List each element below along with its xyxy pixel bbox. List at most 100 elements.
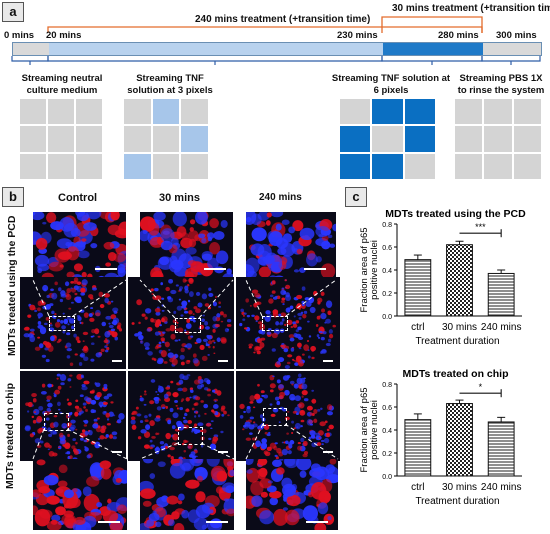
grid-cell — [513, 99, 541, 125]
grid-cell — [340, 153, 371, 179]
scale-bar — [323, 451, 333, 453]
stage-label-line: Streaming TNF — [136, 73, 204, 84]
stage-label-line: Streaming PBS 1X — [459, 73, 543, 84]
grid-cell — [48, 153, 74, 179]
grid-cell — [76, 153, 102, 179]
column-label-control: Control — [58, 192, 98, 204]
grid-cell — [76, 99, 102, 125]
panel-label-c: c — [345, 187, 367, 207]
micrograph-zoom-chip-30 — [140, 459, 234, 530]
pixel-grid-tnf3 — [124, 99, 208, 179]
tick-20: 20 mins — [46, 30, 82, 41]
y-tick-label: 0.2 — [382, 451, 392, 458]
tick-230: 230 mins — [337, 30, 378, 41]
scale-bar — [112, 451, 122, 453]
scale-bar — [206, 521, 228, 523]
treatment-brackets — [47, 16, 483, 33]
micrograph-chip-240 — [236, 371, 340, 461]
stage-label-line: 6 pixels — [373, 85, 409, 96]
roi-box-pcd-30 — [175, 318, 201, 333]
y-tick-label: 0.6 — [382, 245, 392, 252]
segment-pbs — [483, 43, 541, 55]
y-tick-label: 0.6 — [382, 405, 392, 412]
bar — [487, 272, 515, 317]
y-tick-label: 0.0 — [382, 474, 392, 481]
scale-bar — [304, 268, 326, 270]
bar — [487, 421, 515, 477]
grid-cell — [181, 99, 208, 125]
y-tick-label: 0.2 — [382, 291, 392, 298]
roi-box-chip-30 — [178, 427, 203, 445]
stage-label-tnf6: Streaming TNF solution at 6 pixels — [326, 73, 456, 97]
grid-cell — [181, 153, 208, 179]
grid-cell — [20, 126, 46, 152]
x-tick-label: ctrl — [411, 482, 424, 493]
grid-cell — [340, 99, 371, 125]
grid-cell — [404, 126, 435, 152]
grid-cell — [124, 99, 151, 125]
grid-cell — [181, 126, 208, 152]
stage-label-tnf3: Streaming TNF solution at 3 pixels — [118, 73, 222, 97]
grid-cell — [76, 126, 102, 152]
segment-tnf3 — [49, 43, 383, 55]
y-tick-label: 0.4 — [382, 268, 392, 275]
grid-cell — [20, 99, 46, 125]
tick-300: 300 mins — [496, 30, 537, 41]
scale-bar — [112, 360, 122, 362]
treatment-240-label: 240 mins treatment (+transition time) — [195, 14, 371, 25]
grid-cell — [372, 153, 403, 179]
bracket-30 — [381, 16, 483, 33]
chart-title: MDTs treated using the PCD — [385, 208, 526, 220]
micrograph-chip-control — [20, 371, 126, 461]
y-axis-label-line: Fraction area of p65 — [359, 387, 370, 472]
x-axis-label: Treatment duration — [415, 336, 499, 347]
grid-cell — [124, 126, 151, 152]
x-tick-label: 30 mins — [442, 482, 477, 493]
stage-label-neutral: Streaming neutral culture medium — [14, 73, 110, 97]
stage-label-line: to rinse the system — [457, 85, 545, 96]
grid-cell — [124, 153, 151, 179]
tick-280: 280 mins — [438, 30, 479, 41]
column-label-30: 30 mins — [159, 192, 200, 204]
stage-label-line: Streaming TNF solution at — [331, 73, 451, 84]
significance-stars: * — [479, 382, 483, 392]
grid-cell — [455, 153, 483, 179]
y-axis-label-line: positive nuclei — [369, 400, 380, 460]
grid-cell — [152, 153, 180, 179]
pixel-grid-neutral — [20, 99, 102, 179]
stage-label-line: culture medium — [26, 85, 98, 96]
grid-cell — [372, 99, 403, 125]
micrograph-zoom-pcd-240 — [246, 212, 336, 280]
grid-cell — [455, 99, 483, 125]
significance-stars: *** — [475, 222, 486, 232]
micrograph-pcd-240 — [236, 277, 340, 369]
chart-title: MDTs treated on chip — [403, 368, 509, 380]
scale-bar — [98, 521, 120, 523]
scale-bar — [218, 360, 228, 362]
stage-braces — [11, 56, 541, 65]
bar — [404, 259, 432, 317]
y-tick-label: 0.8 — [382, 382, 392, 389]
segment-neutral — [13, 43, 49, 55]
grid-cell — [340, 126, 371, 152]
scale-bar — [323, 360, 333, 362]
micrograph-zoom-chip-240 — [246, 459, 338, 530]
bar-charts: MDTs treated using the PCD 0.0 0.2 0.4 0.6 0.… — [359, 208, 526, 507]
scale-bar — [306, 521, 328, 523]
y-tick-label: 0.0 — [382, 314, 392, 321]
grid-cell — [48, 99, 74, 125]
pixel-grid-pbs — [455, 99, 541, 179]
x-axis-label: Treatment duration — [415, 496, 499, 507]
timeline-bar — [12, 42, 542, 56]
panel-label-b: b — [2, 187, 24, 207]
x-tick-label: 240 mins — [481, 482, 522, 493]
roi-box-chip-240 — [263, 408, 287, 426]
grid-cell — [20, 153, 46, 179]
panel-label-a: a — [2, 2, 24, 22]
micrograph-zoom-chip-control — [33, 459, 127, 530]
treatment-30-label: 30 mins treatment (+transition time) — [392, 3, 550, 14]
grid-cell — [513, 153, 541, 179]
grid-cell — [48, 126, 74, 152]
micrograph-zoom-pcd-30 — [140, 212, 233, 280]
